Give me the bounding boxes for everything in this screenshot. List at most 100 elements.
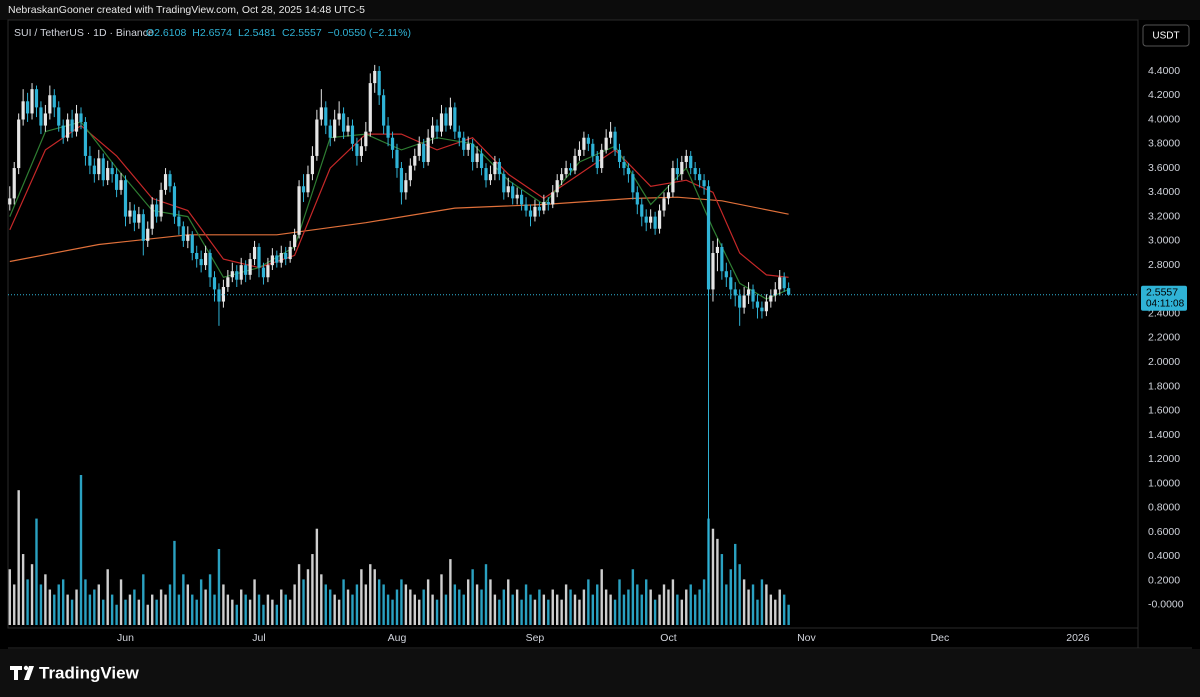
- candle-body: [199, 259, 203, 266]
- volume-bar: [351, 594, 354, 625]
- currency-label[interactable]: USDT: [1152, 31, 1179, 42]
- volume-bar: [182, 574, 185, 625]
- candle-body: [448, 107, 452, 126]
- volume-bar: [395, 589, 399, 625]
- price-tag-countdown: 04:11:08: [1146, 298, 1185, 309]
- candle-body: [546, 202, 550, 205]
- candle-body: [48, 95, 52, 114]
- brand-name: TradingView: [39, 663, 140, 682]
- candle-body: [413, 155, 417, 166]
- volume-bar: [266, 594, 270, 625]
- candle-body: [466, 143, 470, 150]
- volume-bar: [720, 554, 724, 625]
- candle-body: [315, 119, 319, 156]
- moving-average: [9, 196, 789, 263]
- volume-bar: [729, 569, 732, 625]
- volume-bar: [248, 599, 252, 625]
- candle-body: [266, 265, 270, 278]
- volume-bar: [57, 584, 60, 625]
- candle-body: [8, 198, 12, 205]
- volume-bar: [462, 594, 465, 625]
- candle-body: [132, 210, 136, 223]
- volume-bar: [8, 569, 11, 625]
- volume-bar: [124, 599, 127, 625]
- volume-bar: [146, 604, 149, 625]
- candle-body: [101, 158, 105, 181]
- volume-bar: [26, 579, 29, 625]
- volume-bar: [787, 604, 790, 625]
- volume-bar: [137, 599, 141, 625]
- candle-body: [333, 119, 337, 138]
- volume-bar: [515, 589, 519, 625]
- y-tick-label: 0.2000: [1148, 574, 1180, 586]
- volume-bar: [275, 604, 279, 625]
- volume-bar: [551, 589, 554, 625]
- candle-body: [39, 107, 43, 126]
- candle-body: [644, 216, 648, 223]
- brand-logo: [10, 666, 34, 680]
- x-tick-label: Aug: [388, 632, 407, 644]
- legend-value: −0.0550 (−2.11%): [328, 27, 411, 39]
- candle-body: [382, 95, 386, 126]
- volume-bar: [685, 589, 688, 625]
- candle-body: [395, 149, 399, 169]
- volume-bar: [235, 604, 238, 625]
- candle-body: [226, 277, 230, 287]
- candle-body: [43, 113, 47, 126]
- candle-body: [399, 168, 404, 193]
- candle-body: [488, 174, 493, 181]
- candle-body: [57, 107, 61, 126]
- candle-body: [462, 137, 466, 150]
- candle-body: [221, 286, 226, 302]
- volume-bar: [622, 594, 626, 625]
- legend-value: L2.5481: [238, 27, 276, 39]
- candle-body: [359, 146, 363, 156]
- candle-body: [141, 214, 145, 241]
- candle-body: [301, 186, 306, 193]
- volume-bar: [155, 599, 158, 625]
- candle-body: [155, 204, 159, 217]
- volume-bar: [70, 599, 74, 625]
- candle-body: [675, 168, 679, 175]
- volume-bar: [253, 579, 256, 625]
- candle-body: [284, 253, 288, 260]
- volume-bar: [716, 538, 719, 625]
- volume-bar: [360, 569, 363, 625]
- volume-bar: [613, 599, 617, 625]
- candle-body: [404, 180, 408, 193]
- currency-button[interactable]: [1142, 24, 1190, 47]
- volume-bar: [667, 589, 670, 625]
- candle-body: [586, 137, 590, 144]
- volume-bar: [320, 574, 323, 625]
- volume-bar: [760, 579, 764, 625]
- volume-bar: [458, 589, 461, 625]
- volume-bar: [48, 589, 52, 625]
- candle-body: [159, 189, 163, 217]
- volume-bar: [698, 589, 701, 625]
- volume-bar: [422, 589, 425, 625]
- volume-bar: [208, 574, 212, 625]
- volume-bar: [324, 584, 327, 625]
- volume-bar: [128, 594, 132, 625]
- volume-bar: [618, 579, 621, 625]
- volume-bar: [110, 594, 114, 625]
- volume-bar: [377, 579, 381, 625]
- x-tick-label: Jun: [117, 632, 134, 644]
- volume-bar: [774, 599, 777, 625]
- volume-bar: [97, 584, 100, 625]
- x-tick-label: Sep: [526, 632, 545, 644]
- y-tick-label: 0.8000: [1148, 502, 1180, 514]
- volume-bar: [689, 584, 692, 625]
- volume-bar: [676, 594, 679, 625]
- candle-body: [591, 143, 595, 156]
- candle-body: [293, 234, 297, 247]
- candle-body: [577, 149, 582, 156]
- candle-body: [551, 192, 555, 205]
- volume-bar: [538, 589, 541, 625]
- volume-bar: [671, 579, 675, 625]
- volume-bar: [556, 594, 559, 625]
- candle-body: [21, 101, 25, 120]
- volume-bar: [88, 594, 92, 625]
- candle-body: [484, 168, 488, 181]
